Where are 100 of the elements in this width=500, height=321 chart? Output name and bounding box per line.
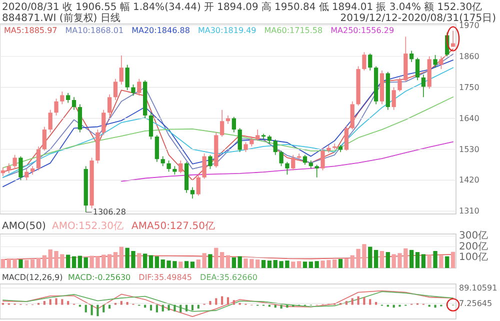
bar [61,299,64,305]
bar [180,304,182,312]
y-tick-label: 7.25645 [459,298,492,308]
bar [78,256,82,268]
bar [332,260,337,268]
candlestick [36,146,41,171]
candlestick [398,77,402,92]
candlestick [102,109,106,136]
candlestick [291,154,296,171]
y-tick-label: 1310 [459,206,480,216]
candlestick [113,78,118,100]
bar [119,246,124,268]
bar [43,301,46,305]
bar [221,296,224,305]
bar [148,255,154,268]
bar [369,299,372,305]
bar [386,252,390,268]
text: MACD:-0.25630 [68,273,131,282]
candlestick [12,154,17,170]
candlestick [421,74,426,98]
candlestick [368,53,372,71]
bar [357,296,360,305]
candlestick [119,55,124,85]
candlestick [60,91,64,105]
bar [308,262,313,268]
candlestick [125,64,130,91]
bar [42,255,46,268]
candlestick [78,104,82,133]
bar [226,255,230,268]
bar [90,304,93,316]
candlestick [439,56,444,70]
bar [30,260,35,268]
candlestick [107,94,112,116]
text: MA250:1556.29 [330,26,394,35]
bar [286,304,288,308]
candlestick [232,116,236,133]
bar [345,301,348,305]
chart-title: AMO(50) [2,221,46,232]
text: MA20:1846.88 [132,26,190,35]
candlestick [450,30,456,48]
bar [113,252,118,268]
y-tick-label: 200亿 [459,241,488,252]
bar [120,301,122,305]
y-tick-label: 100亿 [459,252,488,263]
bar [156,304,158,312]
candlestick [244,142,248,152]
candlestick [320,147,325,171]
candlestick [6,162,11,174]
candlestick [18,156,23,181]
bar [49,299,52,305]
bar [445,256,450,268]
candlestick [48,109,52,133]
candlestick [332,143,337,150]
bar [190,262,195,268]
bar [137,253,142,268]
candlestick [285,162,290,175]
chart-title: MACD(12,26,9) [2,273,63,282]
bar [108,304,111,309]
bar [84,257,88,268]
bar [36,258,41,268]
bar [368,246,372,268]
candlestick [190,186,195,199]
candlestick [66,92,70,104]
bar [280,304,282,309]
bar [168,304,170,310]
bar [232,300,235,305]
bar [162,304,164,312]
series-label: AMO:152.30亿 [52,221,124,232]
bar [415,252,420,268]
bar [450,252,456,268]
candlestick [208,154,212,170]
candlestick [344,124,349,152]
candlestick [154,134,160,162]
bar [197,304,200,309]
bar [338,258,343,268]
candlestick [362,52,366,71]
bar [433,251,438,268]
candlestick [178,160,183,174]
candlestick [350,101,354,130]
bar [351,298,354,305]
bar [24,260,29,268]
candlestick [72,96,76,110]
text: AMA50:127.50亿 [132,221,215,232]
bar [154,256,160,268]
bar [214,248,218,268]
bar [18,260,23,268]
candlestick [166,160,171,172]
candlestick [42,126,46,152]
candlestick [273,139,278,156]
candlestick [238,128,242,152]
bar [434,304,436,308]
candlestick [302,154,308,166]
candlestick [279,150,284,167]
bar [55,298,58,305]
bar [238,256,242,268]
bar [439,255,444,268]
bar [191,304,194,310]
bar [226,297,230,305]
candlestick [202,153,206,180]
bar [215,298,218,305]
